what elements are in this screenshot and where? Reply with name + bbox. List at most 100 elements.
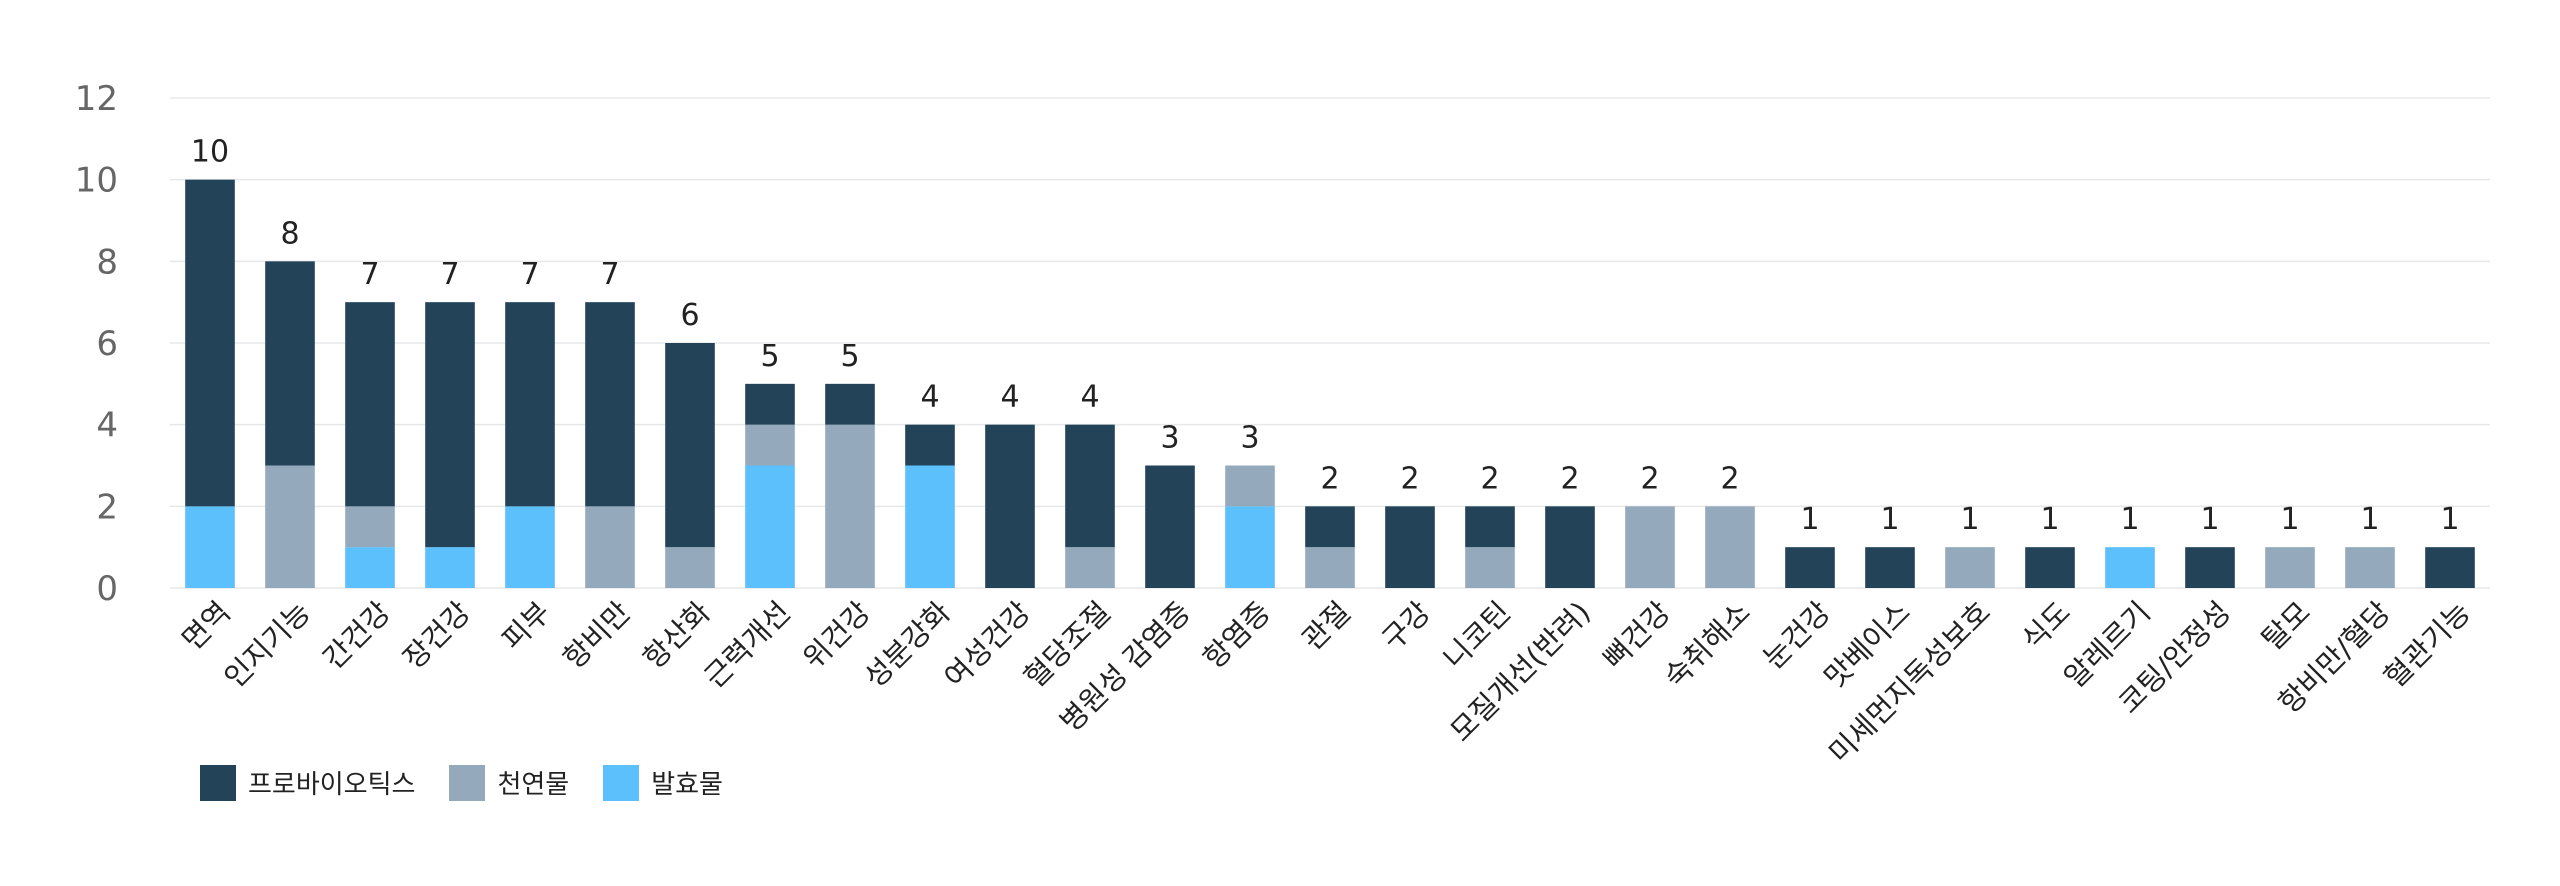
bar-segment[interactable]	[1705, 506, 1755, 588]
x-tick-label: 면역	[175, 595, 237, 657]
bar-segment[interactable]	[1465, 506, 1515, 548]
bar-segment[interactable]	[905, 424, 955, 466]
x-tick-label: 구강	[1375, 595, 1437, 657]
bar-segment[interactable]	[1305, 547, 1355, 588]
bar-segment[interactable]	[1545, 506, 1595, 588]
data-label: 1	[1880, 502, 1899, 537]
y-tick-label: 2	[96, 487, 118, 527]
bar-segment[interactable]	[425, 547, 475, 588]
bar-segment[interactable]	[745, 383, 795, 425]
bar-segment[interactable]	[345, 547, 395, 588]
data-label: 10	[191, 135, 229, 170]
y-tick-label: 12	[75, 79, 118, 119]
data-label: 4	[920, 380, 939, 415]
legend-label-fermented: 발효물	[651, 770, 723, 800]
y-tick-label: 0	[96, 569, 118, 609]
data-label: 2	[1320, 461, 1339, 496]
data-label: 1	[1800, 502, 1819, 537]
x-tick-label: 인지기능	[217, 595, 317, 695]
y-tick-label: 8	[96, 242, 118, 282]
data-label: 3	[1240, 421, 1259, 456]
data-label: 1	[2120, 502, 2139, 537]
bar-segment[interactable]	[425, 302, 475, 548]
legend-swatch-fermented	[603, 764, 640, 801]
bar-segment[interactable]	[1145, 465, 1195, 589]
data-label: 4	[1000, 380, 1019, 415]
bar-segment[interactable]	[985, 424, 1035, 588]
bar-segment[interactable]	[2185, 547, 2235, 588]
bar-segment[interactable]	[1385, 506, 1435, 588]
bar-segment[interactable]	[585, 506, 635, 588]
bar-segment[interactable]	[905, 465, 955, 589]
bar-segment[interactable]	[585, 302, 635, 507]
data-label: 8	[280, 216, 299, 251]
data-label: 4	[1080, 380, 1099, 415]
bar-segment[interactable]	[745, 465, 795, 589]
bar-segment[interactable]	[1945, 547, 1995, 588]
data-label: 1	[2440, 502, 2459, 537]
bar-segment[interactable]	[1065, 424, 1115, 548]
bar-segment[interactable]	[1465, 547, 1515, 588]
bar-segment[interactable]	[665, 547, 715, 588]
bar-segment[interactable]	[1225, 465, 1275, 507]
x-tick-label: 모질개선(반려)	[1444, 595, 1597, 748]
x-tick-label: 항염증	[1196, 595, 1277, 676]
data-label: 2	[1560, 461, 1579, 496]
data-label: 5	[760, 339, 779, 374]
bar-segment[interactable]	[1785, 547, 1835, 588]
bar-segment[interactable]	[2105, 547, 2155, 588]
bar-segment[interactable]	[2265, 547, 2315, 588]
bar-segment[interactable]	[185, 506, 235, 588]
legend-swatch-natural	[449, 764, 486, 801]
legend-label-natural: 천연물	[497, 770, 570, 800]
x-tick-label: 간건강	[316, 595, 397, 676]
bar-segment[interactable]	[1305, 506, 1355, 548]
data-label: 7	[360, 257, 379, 292]
bar-segment[interactable]	[2345, 547, 2395, 588]
x-tick-label: 관절	[1295, 595, 1357, 657]
bar-segment[interactable]	[1065, 547, 1115, 588]
data-label: 7	[440, 257, 459, 292]
bar-segment[interactable]	[1625, 506, 1675, 588]
legend-swatch-probiotics	[200, 764, 236, 801]
bar-segment[interactable]	[265, 261, 315, 466]
bar-segment[interactable]	[2025, 547, 2075, 588]
x-tick-label: 혈관기능	[2377, 595, 2477, 695]
legend-label-probiotics: 프로바이오틱스	[248, 770, 416, 800]
data-label: 1	[2040, 502, 2059, 537]
data-label: 1	[1960, 502, 1979, 537]
data-label: 2	[1400, 461, 1419, 496]
bar-segment[interactable]	[665, 343, 715, 548]
bar-segment[interactable]	[185, 179, 235, 507]
bar-segment[interactable]	[265, 465, 315, 589]
bar-segment[interactable]	[345, 302, 395, 507]
x-tick-label: 피부	[495, 595, 557, 657]
legend-item-fermented[interactable]: 발효물	[603, 764, 723, 801]
y-tick-label: 4	[96, 406, 118, 446]
bar-segment[interactable]	[825, 424, 875, 588]
x-tick-label: 근력개선	[697, 595, 797, 695]
data-label: 6	[680, 298, 699, 333]
bar-segment[interactable]	[2425, 547, 2475, 588]
y-tick-label: 10	[75, 161, 118, 201]
legend-item-probiotics[interactable]: 프로바이오틱스	[200, 764, 415, 801]
x-tick-label: 항비만	[556, 595, 637, 676]
bar-segment[interactable]	[505, 506, 555, 588]
bar-segment[interactable]	[345, 506, 395, 548]
bar-segment[interactable]	[505, 302, 555, 507]
bar-segment[interactable]	[745, 424, 795, 466]
legend: 프로바이오틱스 천연물 발효물	[200, 764, 723, 801]
bar-segment[interactable]	[1865, 547, 1915, 588]
data-label: 1	[2360, 502, 2379, 537]
legend-item-natural[interactable]: 천연물	[449, 764, 569, 801]
data-label: 1	[2200, 502, 2219, 537]
bar-segment[interactable]	[825, 383, 875, 425]
bar-segment[interactable]	[1225, 506, 1275, 588]
x-tick-label: 성분강화	[857, 595, 957, 695]
data-label: 7	[600, 257, 619, 292]
x-tick-label: 장건강	[396, 595, 477, 676]
x-tick-label: 탈모	[2255, 595, 2317, 657]
data-label: 3	[1160, 421, 1179, 456]
data-label: 7	[520, 257, 539, 292]
